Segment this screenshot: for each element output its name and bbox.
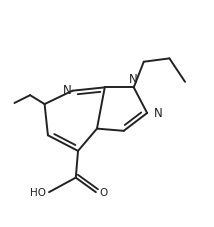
Text: HO: HO [30,187,46,197]
Text: O: O [99,187,107,197]
Text: N: N [129,73,138,86]
Text: N: N [154,107,163,120]
Text: N: N [62,84,71,97]
